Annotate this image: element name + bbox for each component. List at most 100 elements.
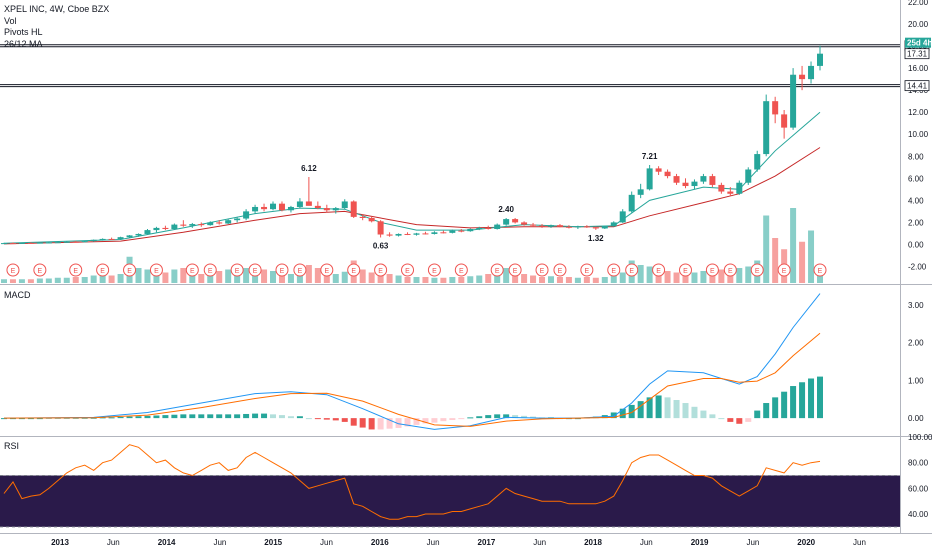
earnings-marker-label: E (459, 268, 464, 275)
macd-histogram-bar (261, 413, 268, 419)
price-tick-label: 2.00 (908, 218, 924, 227)
earnings-marker-label: E (540, 268, 545, 275)
macd-histogram-bar (90, 417, 97, 419)
macd-histogram-bar (512, 415, 519, 419)
volume-bar (592, 277, 599, 283)
pivot-label: 6.12 (301, 164, 317, 173)
earnings-marker-label: E (432, 268, 437, 275)
macd-histogram-bar (610, 412, 617, 419)
volume-bar (718, 269, 725, 283)
candle-body (243, 211, 250, 219)
earnings-marker-label: E (710, 268, 715, 275)
macd-line (3, 293, 821, 430)
macd-histogram-bar (521, 415, 528, 419)
macd-histogram-bar (341, 418, 348, 422)
candle-body (261, 206, 268, 210)
earnings-marker (401, 263, 415, 277)
candle-body (314, 205, 321, 209)
macd-histogram-bar (278, 415, 285, 419)
volume-bar (512, 271, 519, 283)
candle-body (305, 201, 312, 206)
macd-histogram-bar (162, 415, 169, 419)
level-price-label: 14.41 (907, 82, 928, 91)
volume-bar (314, 268, 321, 283)
earnings-marker-label: E (728, 268, 733, 275)
macd-histogram-bar (99, 417, 106, 419)
volume-bar (467, 276, 474, 283)
earnings-marker (248, 263, 262, 277)
volume-bar (270, 271, 277, 283)
volume-bar (287, 274, 294, 283)
legend-item-pivots: Pivots HL (4, 27, 43, 37)
current-price-tag (904, 48, 930, 60)
earnings-marker-label: E (611, 268, 616, 275)
candle-body (476, 227, 483, 230)
pivot-label: 1.32 (588, 234, 604, 243)
macd-histogram-bar (781, 391, 788, 419)
earnings-marker-label: E (818, 268, 823, 275)
earnings-marker (33, 263, 47, 277)
signal-line (3, 332, 821, 427)
candle-body (234, 218, 241, 221)
macd-tick-label: 1.00 (908, 376, 924, 385)
earnings-marker (347, 263, 361, 277)
candle-body (45, 242, 52, 244)
candle-body (628, 194, 635, 212)
macd-histogram-bar (619, 408, 626, 419)
volume-bar (709, 272, 716, 283)
macd-histogram-bar (153, 415, 160, 419)
candle-body (539, 225, 546, 227)
time-tick-label: Jun (427, 538, 440, 547)
price-tick-label: 6.00 (908, 174, 924, 183)
macd-histogram-bar (682, 403, 689, 419)
candle-body (485, 227, 492, 230)
candle-body (808, 65, 815, 80)
macd-histogram-bar (628, 404, 635, 419)
price-tick-label: 12.00 (908, 108, 929, 117)
time-tick-label: 2016 (371, 538, 389, 547)
volume-bar (395, 275, 402, 283)
candle-body (162, 227, 169, 230)
earnings-marker (454, 263, 468, 277)
volume-bar (700, 271, 707, 283)
earnings-marker-label: E (629, 268, 634, 275)
time-tick-label: Jun (746, 538, 759, 547)
candle-body (386, 234, 393, 236)
price-tick-label: 8.00 (908, 152, 924, 161)
candle-body (270, 203, 277, 210)
macd-histogram-bar (1, 418, 7, 420)
macd-histogram-bar (18, 418, 25, 420)
candle-body (736, 182, 743, 194)
earnings-marker (185, 263, 199, 277)
pivot-label: 7.21 (642, 152, 658, 161)
volume-bar (763, 215, 770, 283)
volume-bar (574, 277, 581, 283)
macd-histogram-bar (655, 395, 662, 419)
macd-histogram-bar (494, 414, 501, 419)
volume-bar (359, 269, 366, 283)
candle-body (9, 243, 16, 245)
candle-body (377, 221, 384, 235)
volume-bar (404, 277, 411, 283)
current-price-label: 17.31 (907, 50, 928, 59)
rsi-tick-label: 40.00 (908, 510, 929, 519)
candle-body (592, 227, 599, 229)
current-price-timer: 25d 4h (907, 39, 932, 48)
macd-histogram-bar (440, 418, 447, 422)
volume-bar (36, 278, 43, 283)
earnings-marker (427, 263, 441, 277)
rsi-tick-label: 100.00 (908, 433, 932, 442)
candle-body (682, 182, 689, 187)
macd-histogram-bar (252, 413, 259, 419)
legend-item-vol: Vol (4, 15, 17, 26)
volume-bar (153, 271, 160, 283)
volume-bar (27, 279, 34, 283)
candle-body (574, 226, 581, 228)
ma-slow-line (3, 147, 821, 245)
volume-bar (817, 271, 823, 283)
macd-histogram-bar (431, 418, 438, 423)
volume-bar (494, 271, 501, 283)
earnings-marker (777, 263, 791, 277)
symbol-title: XPEL INC, 4W, Cboe BZX (4, 4, 110, 14)
macd-histogram-bar (691, 406, 698, 419)
